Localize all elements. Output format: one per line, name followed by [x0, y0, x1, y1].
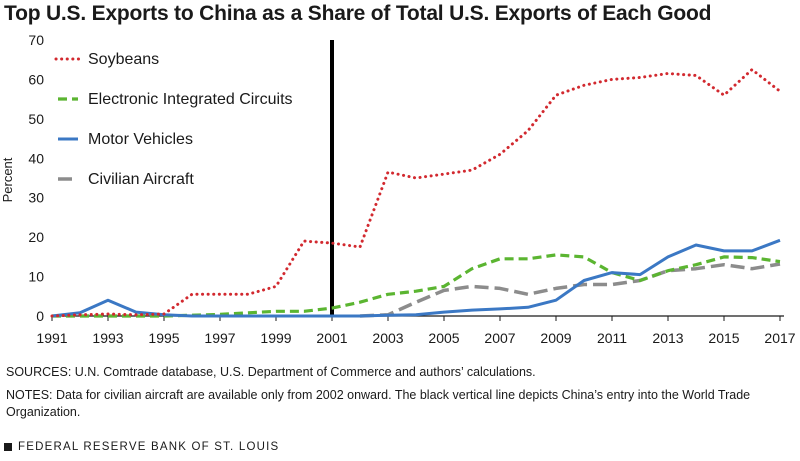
y-tick-label: 0 [36, 308, 44, 324]
y-axis-label: Percent [0, 157, 15, 202]
x-tick-label: 2003 [372, 330, 403, 346]
y-tick-label: 70 [28, 32, 44, 48]
footer: FEDERAL RESERVE BANK OF ST. LOUIS [4, 441, 279, 453]
series-line-electronic-integrated-circuits [52, 253, 781, 318]
x-tick-label: 1993 [92, 330, 123, 346]
y-tick-label: 20 [28, 229, 44, 245]
axes: 1991 1993 1995 1997 1999 2001 2003 2005 2007 2009… [28, 32, 795, 346]
x-tick-label: 1999 [260, 330, 291, 346]
legend-label: Civilian Aircraft [88, 171, 194, 188]
line-chart: 1991 1993 1995 1997 1999 2001 2003 2005 2007 2009… [0, 32, 796, 346]
x-tick-label: 2011 [597, 330, 627, 346]
sources-note: SOURCES: U.N. Comtrade database, U.S. De… [6, 365, 536, 379]
legend: Soybeans Electronic Integrated Circuits Mo… [54, 51, 293, 188]
footer-label: FEDERAL RESERVE BANK OF ST. LOUIS [18, 441, 280, 453]
y-tick-label: 10 [28, 269, 44, 285]
footer-square-icon [4, 443, 12, 451]
x-tick-label: 2013 [652, 330, 683, 346]
series-layer [50, 68, 782, 318]
y-tick-label: 50 [28, 111, 44, 127]
series-line-soybeans [50, 68, 782, 318]
notes-text: NOTES: Data for civilian aircraft are av… [6, 388, 751, 419]
series-line-motor-vehicles [51, 238, 781, 318]
x-tick-label: 2005 [428, 330, 459, 346]
y-tick-label: 40 [28, 150, 44, 166]
x-tick-label: 1991 [36, 330, 67, 346]
x-tick-label: 1997 [204, 330, 235, 346]
x-tick-label: 2009 [540, 330, 571, 346]
y-tick-label: 30 [28, 190, 44, 206]
x-tick-label: 2017 [764, 330, 795, 346]
x-tick-label: 2001 [316, 330, 347, 346]
legend-label: Soybeans [88, 51, 159, 68]
series-line-civilian-aircraft [359, 262, 781, 318]
y-tick-label: 60 [28, 71, 44, 87]
legend-label: Motor Vehicles [88, 131, 193, 148]
legend-label: Electronic Integrated Circuits [88, 91, 293, 108]
x-tick-label: 1995 [148, 330, 179, 346]
chart-title: Top U.S. Exports to China as a Share of … [4, 2, 712, 25]
x-tick-label: 2015 [708, 330, 739, 346]
x-tick-label: 2007 [484, 330, 515, 346]
